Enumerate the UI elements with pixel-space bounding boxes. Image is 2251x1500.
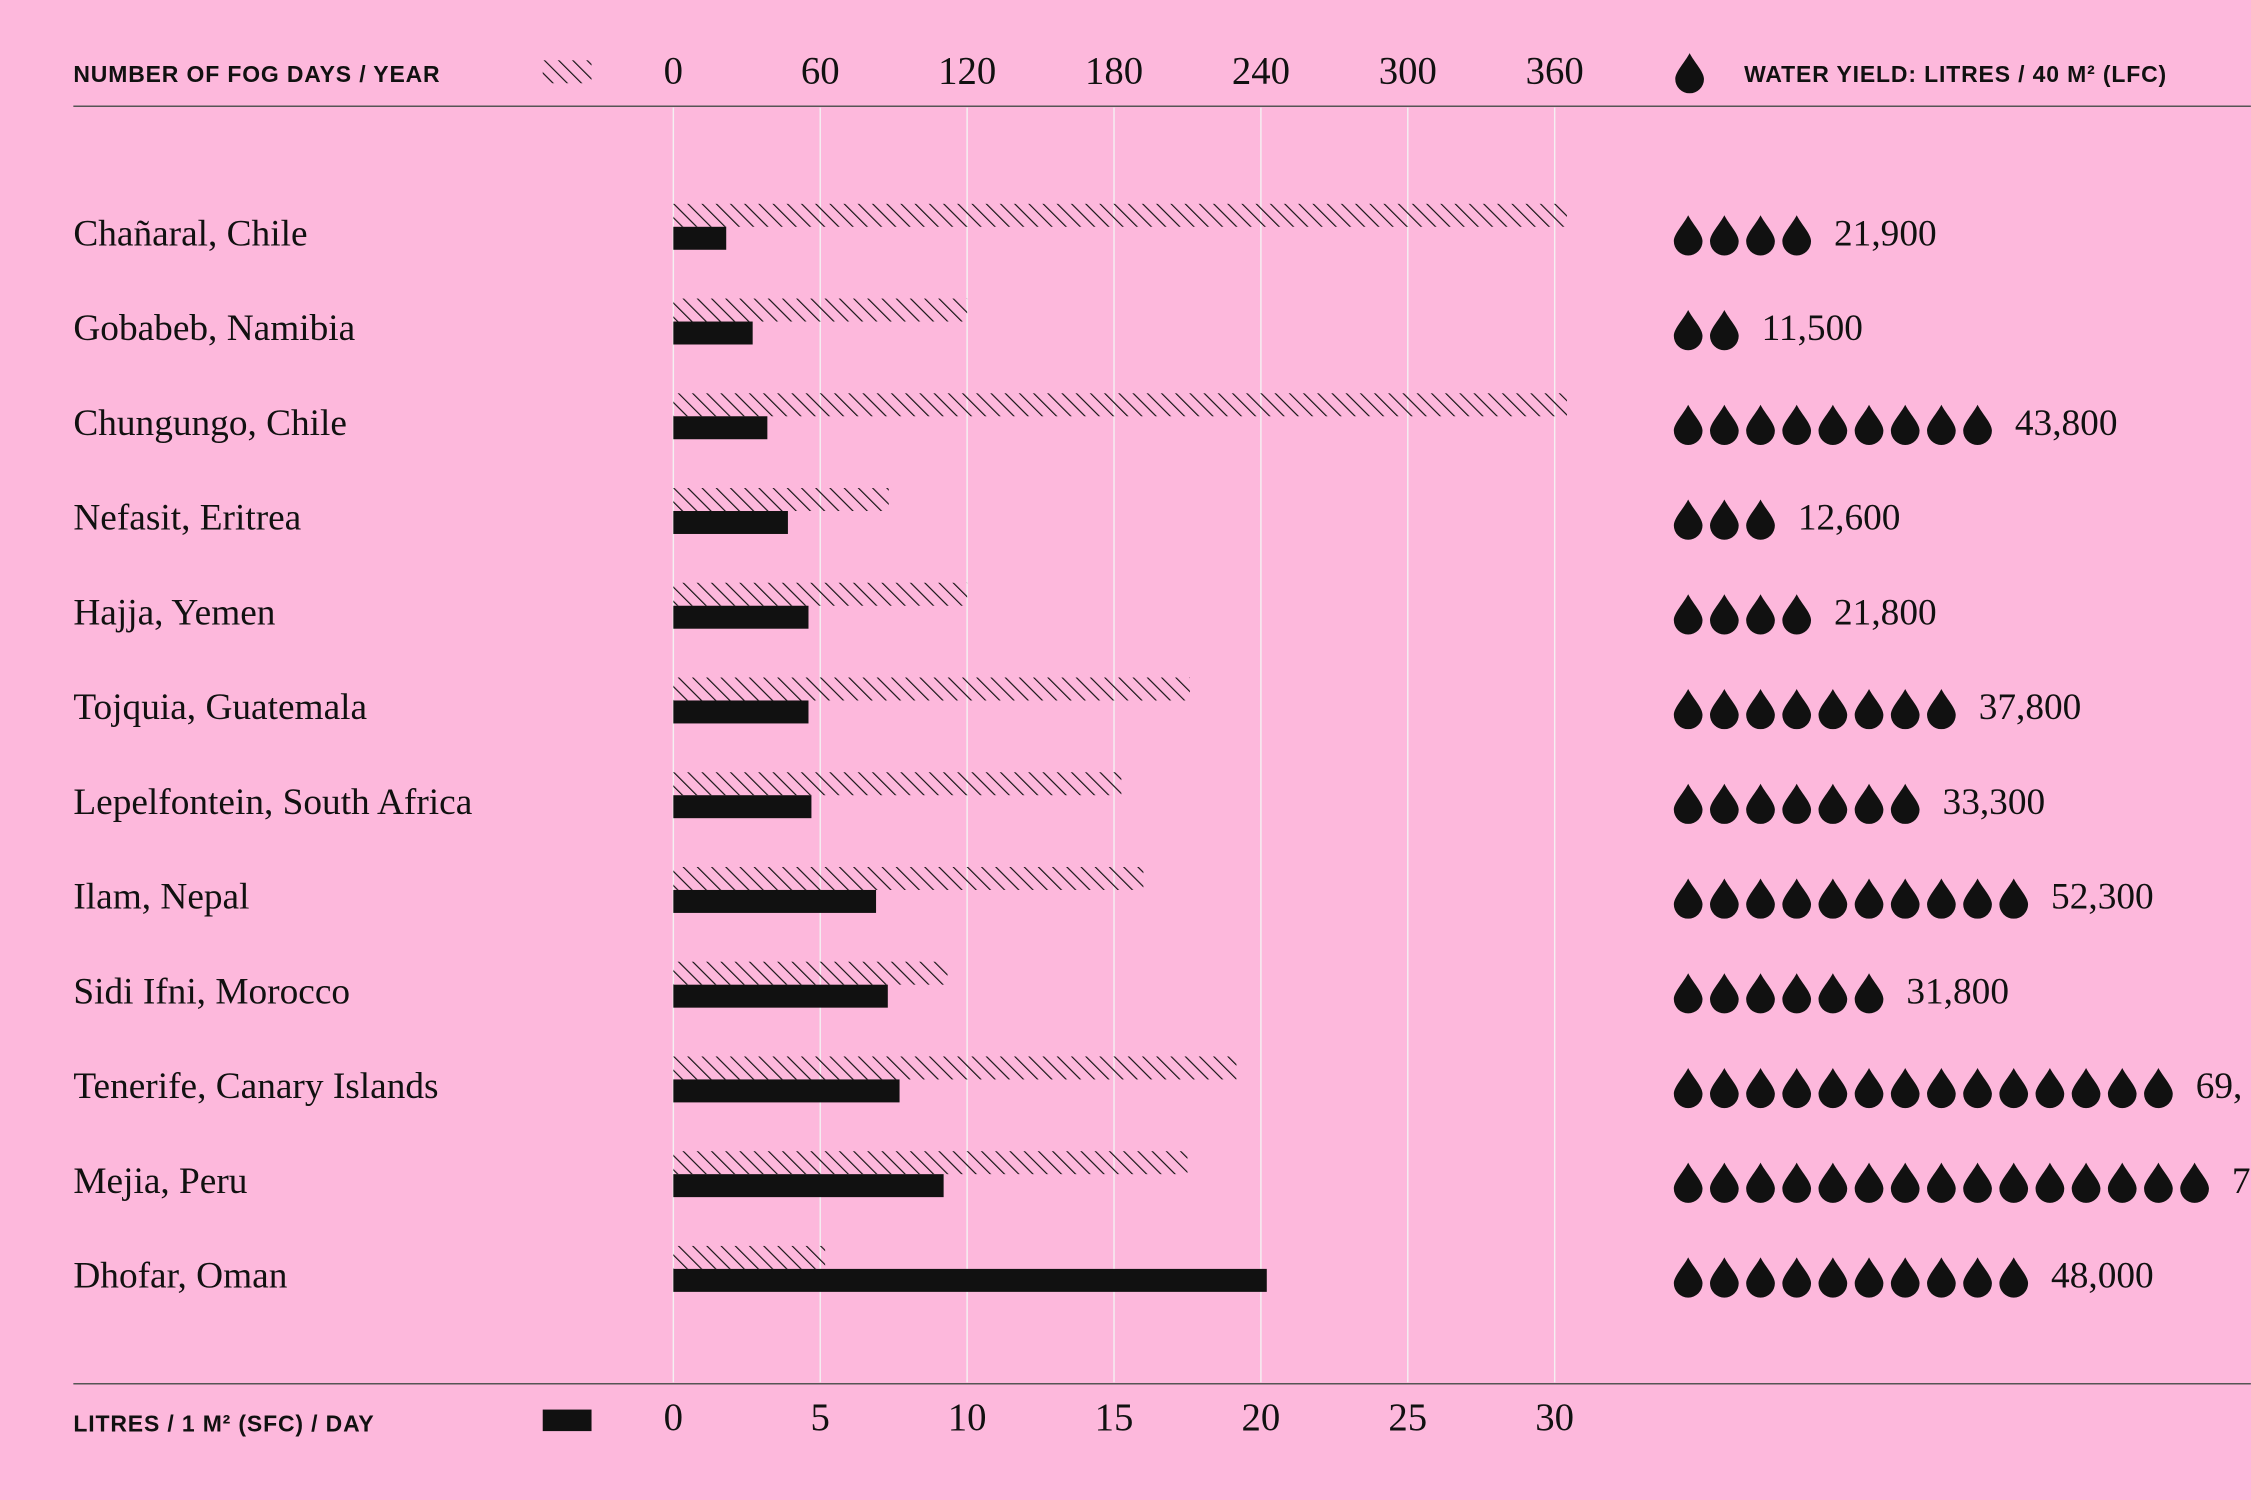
yield-label: 21,900 <box>1834 213 1937 254</box>
category-label: Nefasit, Eritrea <box>73 498 301 539</box>
top-tick-label: 300 <box>1379 50 1437 93</box>
yield-label: 33,300 <box>1943 782 2046 823</box>
hatch-legend-swatch <box>542 60 592 84</box>
top-tick-label: 240 <box>1232 50 1290 93</box>
fog-days-bar <box>673 488 889 512</box>
bottom-tick-label: 5 <box>811 1396 830 1439</box>
litres-bar <box>673 1079 900 1103</box>
category-label: Ilam, Nepal <box>73 877 249 918</box>
litres-bar <box>673 984 888 1008</box>
fog-days-bar <box>673 1245 826 1269</box>
yield-label: 11,500 <box>1762 308 1863 349</box>
category-label: Tenerife, Canary Islands <box>73 1066 438 1107</box>
yield-title: WATER YIELD: LITRES / 40 M² (LFC) <box>1744 61 2167 87</box>
category-label: Hajja, Yemen <box>73 592 275 633</box>
fog-days-bar <box>673 393 1567 417</box>
category-label: Mejia, Peru <box>73 1161 247 1202</box>
fog-days-bar <box>673 1151 1188 1175</box>
litres-bar <box>673 511 788 534</box>
fog-days-bar <box>673 866 1144 890</box>
litres-bar <box>673 416 768 440</box>
yield-label: 31,800 <box>1906 971 2009 1012</box>
litres-bar <box>673 226 727 250</box>
top-tick-label: 180 <box>1085 50 1143 93</box>
category-label: Sidi Ifni, Morocco <box>73 971 350 1012</box>
yield-label: 37,800 <box>1979 687 2082 728</box>
top-tick-label: 0 <box>664 50 683 93</box>
category-label: Dhofar, Oman <box>73 1256 287 1297</box>
bottom-tick-label: 15 <box>1095 1396 1134 1439</box>
category-label: Chañaral, Chile <box>73 213 307 254</box>
top-tick-label: 60 <box>801 50 840 93</box>
solid-legend-swatch <box>542 1409 592 1432</box>
litres-bar <box>673 1268 1267 1292</box>
litres-bar <box>673 605 809 629</box>
category-label: Chungungo, Chile <box>73 403 347 444</box>
fog-days-bar <box>673 582 968 606</box>
bottom-tick-label: 0 <box>664 1396 683 1439</box>
yield-label: 52,300 <box>2051 877 2154 918</box>
fog-days-bar <box>673 1056 1237 1080</box>
top-tick-label: 120 <box>938 50 996 93</box>
litres-bar <box>673 889 877 913</box>
category-label: Gobabeb, Namibia <box>73 308 355 349</box>
yield-label: 7 <box>2232 1161 2251 1202</box>
fog-days-bar <box>673 203 1567 227</box>
yield-label: 69, <box>2196 1066 2243 1107</box>
bottom-tick-label: 25 <box>1388 1396 1427 1439</box>
fog-days-bar <box>673 961 948 985</box>
yield-label: 12,600 <box>1798 498 1901 539</box>
bottom-tick-label: 10 <box>948 1396 987 1439</box>
litres-bar <box>673 700 809 724</box>
litres-bar <box>673 1174 944 1198</box>
fog-days-bar <box>673 772 1122 796</box>
yield-label: 21,800 <box>1834 592 1937 633</box>
litres-bar <box>673 795 812 819</box>
yield-label: 48,000 <box>2051 1256 2154 1297</box>
category-label: Tojquia, Guatemala <box>73 687 367 728</box>
fog-days-bar <box>673 677 1190 701</box>
top-tick-label: 360 <box>1526 50 1584 93</box>
top-axis-title: NUMBER OF FOG DAYS / YEAR <box>73 61 440 87</box>
fog-days-bar <box>673 298 968 322</box>
bottom-axis-title: LITRES / 1 M² (SFC) / DAY <box>73 1410 374 1436</box>
bottom-tick-label: 30 <box>1535 1396 1574 1439</box>
yield-label: 43,800 <box>2015 403 2118 444</box>
litres-bar <box>673 321 753 345</box>
bottom-tick-label: 20 <box>1242 1396 1281 1439</box>
category-label: Lepelfontein, South Africa <box>73 782 472 823</box>
